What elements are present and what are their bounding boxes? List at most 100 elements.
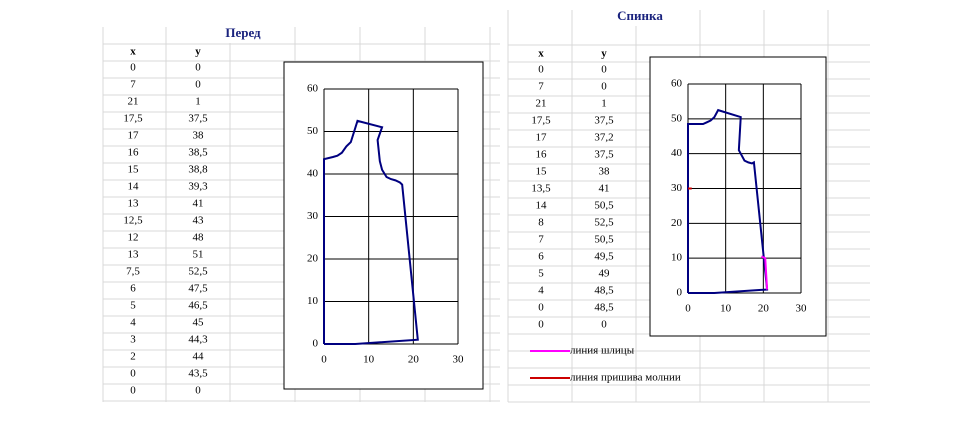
y-tick-label: 40 (671, 147, 683, 159)
legend-label: линия шлицы (570, 345, 635, 357)
table-cell: 0 (538, 302, 544, 314)
table-cell: 37,5 (594, 149, 614, 161)
table-cell: 3 (130, 334, 136, 346)
table-cell: 5 (130, 300, 136, 312)
table-cell: 41 (193, 198, 204, 210)
table-cell: 39,3 (188, 181, 208, 193)
table-cell: 17,5 (123, 113, 143, 125)
y-tick-label: 20 (671, 217, 683, 229)
table-cell: 2 (130, 351, 136, 363)
table-cell: 43 (193, 215, 205, 227)
table-cell: 15 (128, 164, 140, 176)
table-cell: 15 (536, 166, 548, 178)
table-cell: 38,8 (188, 164, 208, 176)
table-cell: 37,5 (188, 113, 208, 125)
table-cell: 7 (538, 234, 544, 246)
column-header: x (130, 46, 136, 58)
table-cell: 4 (130, 317, 136, 329)
table-cell: 21 (536, 98, 547, 110)
data-line (761, 255, 769, 290)
table-cell: 13 (128, 249, 140, 261)
table-cell: 13,5 (531, 183, 551, 195)
table-cell: 38,5 (188, 147, 208, 159)
table-cell: 38 (193, 130, 205, 142)
title-bg (213, 25, 273, 43)
y-tick-label: 30 (307, 210, 319, 222)
table-cell: 17,5 (531, 115, 551, 127)
table-cell: 4 (538, 285, 544, 297)
table-cell: 43,5 (188, 368, 208, 380)
y-tick-label: 50 (671, 112, 683, 124)
x-tick-label: 10 (363, 354, 375, 366)
chart-box (283, 61, 484, 390)
table-title: Спинка (617, 8, 663, 23)
table-cell: 51 (193, 249, 204, 261)
table-cell: 49,5 (594, 251, 614, 263)
x-tick-label: 30 (796, 303, 808, 315)
table-cell: 17 (128, 130, 140, 142)
table-cell: 0 (601, 64, 607, 76)
table-cell: 5 (538, 268, 544, 280)
table-cell: 38 (599, 166, 611, 178)
table-cell: 48 (193, 232, 205, 244)
table-cell: 7 (538, 81, 544, 93)
table-cell: 50,5 (594, 200, 614, 212)
table-cell: 17 (536, 132, 548, 144)
y-tick-label: 0 (313, 338, 319, 350)
table-cell: 44 (193, 351, 205, 363)
x-tick-label: 10 (720, 303, 732, 315)
data-line (323, 119, 419, 345)
table-cell: 37,2 (594, 132, 613, 144)
table-cell: 0 (195, 62, 201, 74)
table-cell: 0 (195, 385, 201, 397)
table-cell: 0 (538, 319, 544, 331)
table-cell: 7 (130, 79, 136, 91)
y-tick-label: 60 (307, 83, 319, 95)
table-cell: 6 (130, 283, 136, 295)
table-cell: 1 (601, 98, 607, 110)
x-tick-label: 20 (758, 303, 770, 315)
legend-label: линия пришива молнии (570, 372, 681, 384)
table-cell: 52,5 (188, 266, 208, 278)
column-header: y (195, 46, 201, 58)
table-cell: 14 (536, 200, 548, 212)
table-cell: 6 (538, 251, 544, 263)
x-tick-label: 0 (685, 303, 691, 315)
chart-box (649, 56, 827, 337)
table-cell: 7,5 (126, 266, 140, 278)
table-cell: 0 (538, 64, 544, 76)
table-cell: 48,5 (594, 302, 614, 314)
y-tick-label: 60 (671, 78, 683, 90)
table-cell: 45 (193, 317, 205, 329)
table-cell: 12,5 (123, 215, 143, 227)
table-cell: 47,5 (188, 283, 208, 295)
table-cell: 0 (601, 81, 607, 93)
table-cell: 21 (128, 96, 139, 108)
y-tick-label: 40 (307, 168, 319, 180)
table-cell: 16 (536, 149, 548, 161)
x-tick-label: 0 (321, 354, 327, 366)
table-cell: 37,5 (594, 115, 614, 127)
column-header: x (538, 48, 544, 60)
table-cell: 0 (601, 319, 607, 331)
y-tick-label: 10 (671, 252, 683, 264)
table-cell: 0 (130, 62, 136, 74)
y-tick-label: 30 (671, 182, 683, 194)
table-cell: 14 (128, 181, 140, 193)
table-cell: 0 (130, 385, 136, 397)
table-cell: 13 (128, 198, 140, 210)
table-cell: 50,5 (594, 234, 614, 246)
table-cell: 46,5 (188, 300, 208, 312)
table-cell: 1 (195, 96, 201, 108)
y-tick-label: 0 (677, 287, 683, 299)
table-cell: 0 (130, 368, 136, 380)
table-cell: 8 (538, 217, 544, 229)
table-cell: 48,5 (594, 285, 614, 297)
y-tick-label: 50 (307, 125, 319, 137)
table-cell: 16 (128, 147, 140, 159)
table-title: Перед (225, 25, 261, 40)
data-line (687, 108, 769, 294)
x-tick-label: 20 (408, 354, 420, 366)
table-cell: 41 (599, 183, 610, 195)
x-tick-label: 30 (453, 354, 465, 366)
